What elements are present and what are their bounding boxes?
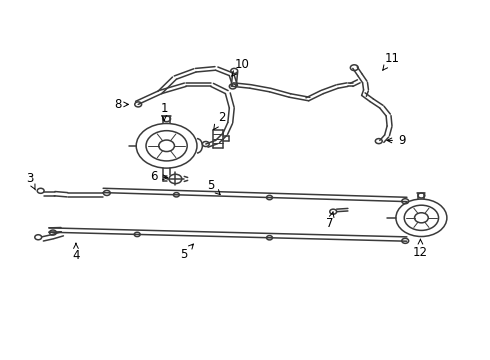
Text: 9: 9 bbox=[387, 134, 406, 147]
Text: 8: 8 bbox=[114, 98, 128, 111]
Text: 3: 3 bbox=[25, 172, 35, 190]
Text: 12: 12 bbox=[413, 239, 428, 258]
Text: 10: 10 bbox=[232, 58, 249, 76]
Text: 11: 11 bbox=[383, 52, 399, 70]
Text: 1: 1 bbox=[160, 102, 168, 121]
Text: 6: 6 bbox=[150, 170, 168, 183]
Text: 7: 7 bbox=[326, 212, 334, 230]
Text: 2: 2 bbox=[214, 111, 226, 130]
Text: 5: 5 bbox=[180, 244, 194, 261]
Text: 5: 5 bbox=[207, 179, 220, 195]
Text: 4: 4 bbox=[72, 243, 80, 262]
